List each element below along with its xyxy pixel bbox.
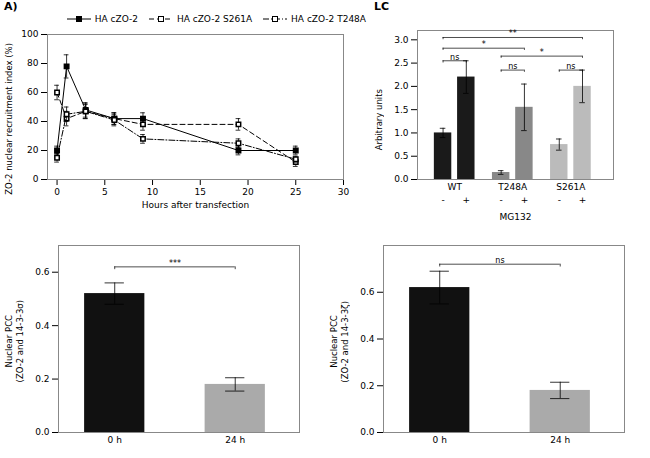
svg-text:0.6: 0.6 <box>360 287 375 297</box>
svg-text:2.0: 2.0 <box>394 81 409 91</box>
svg-text:15: 15 <box>195 187 206 197</box>
svg-text:+: + <box>579 195 587 205</box>
svg-text:-: - <box>558 195 561 205</box>
svg-text:0.4: 0.4 <box>35 321 50 331</box>
svg-text:0.0: 0.0 <box>35 427 50 437</box>
svg-text:3.0: 3.0 <box>394 35 409 45</box>
svg-text:2.5: 2.5 <box>394 58 408 68</box>
svg-text:MG132: MG132 <box>500 212 532 222</box>
html-text:A): A) <box>4 0 18 13</box>
svg-text:1.0: 1.0 <box>394 128 409 138</box>
svg-text:0.5: 0.5 <box>394 151 408 161</box>
svg-text:80: 80 <box>27 58 39 68</box>
svg-text:24 h: 24 h <box>225 435 245 445</box>
html-text:HA cZO-2 T248A: HA cZO-2 T248A <box>291 14 366 24</box>
svg-text:0.4: 0.4 <box>360 334 375 344</box>
svg-text:100: 100 <box>21 29 38 39</box>
svg-text:***: *** <box>169 259 181 268</box>
svg-text:0 h: 0 h <box>108 435 122 445</box>
svg-text:ns: ns <box>566 62 575 71</box>
svg-text:0: 0 <box>33 174 39 184</box>
html-text:Nuclear PCC (ZO-2 and 14-3-3σ): Nuclear PCC (ZO-2 and 14-3-3σ) <box>4 300 25 383</box>
svg-text:30: 30 <box>338 187 350 197</box>
svg-text:20: 20 <box>242 187 254 197</box>
svg-text:0.6: 0.6 <box>35 267 50 277</box>
svg-text:S261A: S261A <box>556 182 586 192</box>
svg-text:+: + <box>463 195 471 205</box>
svg-text:-: - <box>500 195 503 205</box>
svg-text:Hours after transfection: Hours after transfection <box>142 200 249 210</box>
html-text:LC: LC <box>374 0 390 13</box>
svg-text:ns: ns <box>450 53 459 62</box>
html-text:ZO-2 nuclear recruitment index: ZO-2 nuclear recruitment index (%) <box>4 42 14 195</box>
svg-text:-: - <box>441 195 444 205</box>
svg-text:20: 20 <box>27 145 39 155</box>
svg-text:0.2: 0.2 <box>35 374 49 384</box>
svg-text:*: * <box>540 48 544 57</box>
svg-text:24 h: 24 h <box>550 435 570 445</box>
svg-text:10: 10 <box>147 187 159 197</box>
svg-text:0.0: 0.0 <box>360 427 375 437</box>
svg-text:+: + <box>521 195 529 205</box>
html-text:Nuclear PCC (ZO-2 and 14-3-3ζ): Nuclear PCC (ZO-2 and 14-3-3ζ) <box>329 300 350 383</box>
svg-text:40: 40 <box>27 116 39 126</box>
svg-text:T248A: T248A <box>497 182 528 192</box>
svg-text:ns: ns <box>495 256 504 265</box>
html-text:Arbitrary units: Arbitrary units <box>374 88 384 151</box>
svg-text:0.2: 0.2 <box>360 381 374 391</box>
svg-text:WT: WT <box>447 182 462 192</box>
svg-text:25: 25 <box>290 187 301 197</box>
svg-text:0: 0 <box>54 187 60 197</box>
svg-text:5: 5 <box>102 187 108 197</box>
svg-text:ns: ns <box>508 62 517 71</box>
svg-text:60: 60 <box>27 87 39 97</box>
html-text:HA cZO-2 S261A: HA cZO-2 S261A <box>177 14 253 24</box>
svg-text:*: * <box>482 40 486 49</box>
svg-text:0 h: 0 h <box>433 435 447 445</box>
svg-text:0.0: 0.0 <box>394 174 409 184</box>
html-text:HA cZO-2: HA cZO-2 <box>94 14 138 24</box>
svg-text:**: ** <box>509 29 517 38</box>
svg-text:1.5: 1.5 <box>394 105 408 115</box>
